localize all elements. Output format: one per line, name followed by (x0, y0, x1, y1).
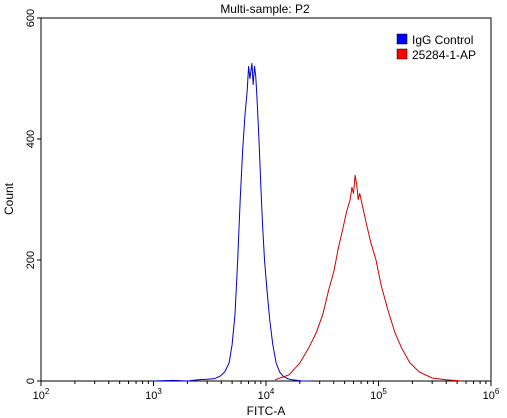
x-tick-label: 102 (33, 387, 50, 402)
y-axis-label: Count (2, 182, 16, 215)
series-igg-control-line (153, 62, 311, 382)
legend-swatch (396, 48, 408, 60)
y-tick-label: 600 (25, 9, 37, 27)
x-axis-label: FITC-A (247, 404, 286, 418)
chart-title: Multi-sample: P2 (220, 2, 310, 16)
legend-label: 25284-1-AP (412, 48, 476, 62)
x-tick-label: 106 (483, 387, 500, 402)
y-axis: 0 200 400 600 (25, 9, 41, 384)
x-tick-label: 104 (258, 387, 275, 402)
x-tick-label: 103 (145, 387, 162, 402)
legend-swatch (396, 33, 408, 45)
plot-frame (40, 17, 492, 382)
series-layer (153, 62, 462, 382)
y-tick-label: 200 (25, 251, 37, 269)
y-tick-label: 0 (25, 378, 37, 384)
legend-label: IgG Control (412, 33, 473, 47)
x-tick-label: 105 (370, 387, 387, 402)
x-axis: 102 103 104 105 106 (33, 381, 500, 402)
series-25284-1-ap-line (274, 174, 462, 382)
y-tick-label: 400 (25, 130, 37, 148)
plot-area (40, 17, 492, 382)
